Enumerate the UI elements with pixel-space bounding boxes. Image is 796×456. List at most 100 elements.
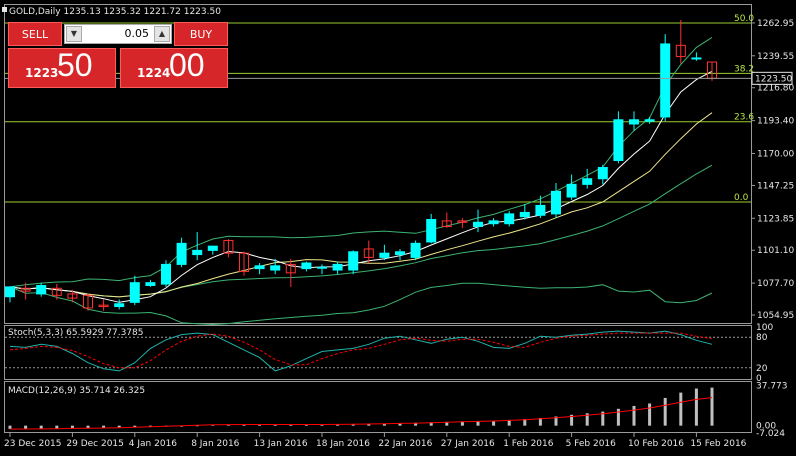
candle-body[interactable] <box>67 293 78 299</box>
macd-pane: 37.773 0.00-7.024 <box>8 381 788 439</box>
candle-body[interactable] <box>473 221 483 227</box>
candle-body[interactable] <box>519 211 530 218</box>
macd-histogram-bar <box>289 424 293 426</box>
time-tick-label: 13 Jan 2016 <box>254 439 308 449</box>
price-tick-label: 1216.80 <box>757 84 794 94</box>
buy-price-box[interactable]: 1224 00 <box>120 47 228 88</box>
price-tick-label: 1077.70 <box>757 279 794 289</box>
candle-body[interactable] <box>410 242 421 258</box>
time-tick-label: 22 Jan 2016 <box>378 439 432 449</box>
candle-body[interactable] <box>660 43 671 118</box>
price-tick-label: 1239.55 <box>757 52 794 62</box>
macd-histogram-bar <box>601 411 605 426</box>
candle-body[interactable] <box>98 304 109 308</box>
decrease-lot-icon[interactable]: ▼ <box>66 26 82 42</box>
candle-body[interactable] <box>114 303 125 308</box>
candle-body[interactable] <box>5 286 15 298</box>
time-tick-label: 1 Feb 2016 <box>503 439 554 449</box>
candle-body[interactable] <box>348 251 359 271</box>
macd-histogram-bar <box>351 424 355 426</box>
candle-body[interactable] <box>363 248 374 258</box>
sell-price-box[interactable]: 1223 50 <box>8 47 116 88</box>
time-tick-label: 23 Dec 2015 <box>4 439 62 449</box>
macd-histogram-bar <box>507 419 511 426</box>
candle-body[interactable] <box>597 167 608 180</box>
candle-body[interactable] <box>691 57 702 60</box>
candle-body[interactable] <box>176 242 187 265</box>
candle-body[interactable] <box>254 265 265 270</box>
macd-tick-label: 0.00 <box>756 422 776 432</box>
candle-body[interactable] <box>36 284 47 295</box>
candle-body[interactable] <box>192 249 203 256</box>
stoch-tick-label: 100 <box>756 323 773 333</box>
time-tick-label: 10 Feb 2016 <box>628 439 684 449</box>
buy-price-big: 00 <box>169 47 205 83</box>
time-axis: 23 Dec 2015 29 Dec 2015 4 Jan 2016 8 Jan 20… <box>4 433 747 449</box>
chart-menu-icon[interactable] <box>2 7 7 12</box>
candle-body[interactable] <box>379 252 390 258</box>
macd-histogram-bar <box>679 392 683 426</box>
bollinger-lower-line <box>9 282 713 326</box>
candle-body[interactable] <box>535 204 546 216</box>
candle-body[interactable] <box>145 282 156 286</box>
macd-histogram-bar <box>24 425 28 429</box>
candle-body[interactable] <box>441 220 452 227</box>
candle-body[interactable] <box>629 119 639 125</box>
macd-histogram-bar <box>336 424 340 426</box>
macd-title: MACD(12,26,9) 35.714 26.325 <box>8 386 145 396</box>
candle-body[interactable] <box>161 263 171 285</box>
sell-button[interactable]: SELL <box>8 22 62 46</box>
macd-histogram-bar <box>476 420 480 426</box>
price-tick-label: 1147.25 <box>757 181 794 191</box>
candle-body[interactable] <box>457 220 468 223</box>
candle-body[interactable] <box>285 263 296 274</box>
candle-body[interactable] <box>270 265 281 271</box>
macd-histogram-bar <box>304 424 308 426</box>
stoch-tick-label: 20 <box>756 364 768 374</box>
macd-histogram-bar <box>8 425 12 429</box>
candle-body[interactable] <box>644 119 655 122</box>
bollinger-middle-line <box>9 164 713 298</box>
candle-body[interactable] <box>83 294 93 309</box>
overlay-indicators <box>9 36 713 326</box>
candle-body[interactable] <box>504 213 515 225</box>
buy-price-small: 1224 <box>137 66 171 80</box>
candle-body[interactable] <box>488 220 499 225</box>
candle-body[interactable] <box>426 218 437 243</box>
buy-button[interactable]: BUY <box>174 22 228 46</box>
candle-body[interactable] <box>613 119 624 161</box>
candle-body[interactable] <box>317 266 327 269</box>
candle-body[interactable] <box>223 240 234 254</box>
candle-body[interactable] <box>582 178 593 185</box>
candle-body[interactable] <box>20 287 31 292</box>
increase-lot-icon[interactable]: ▲ <box>154 26 170 42</box>
candles <box>5 20 717 311</box>
stoch-title: Stoch(5,3,3) 65.5929 77.3785 <box>8 328 143 338</box>
candle-body[interactable] <box>332 263 343 271</box>
macd-histogram-bar <box>414 422 418 426</box>
macd-histogram-bar <box>367 423 371 426</box>
lot-size-input[interactable]: ▼ 0.05 ▲ <box>64 24 172 44</box>
macd-histogram-bar <box>585 413 589 426</box>
candle-body[interactable] <box>551 190 561 215</box>
candle-body[interactable] <box>207 245 218 251</box>
macd-histogram-bar <box>492 420 496 426</box>
time-tick-label: 4 Jan 2016 <box>129 439 177 449</box>
candle-body[interactable] <box>395 251 405 256</box>
time-tick-label: 29 Dec 2015 <box>66 439 124 449</box>
fib-level-label: 50.0 <box>734 14 754 24</box>
candle-body[interactable] <box>239 252 249 272</box>
fib-level-label: 0.0 <box>734 193 749 203</box>
candle-body[interactable] <box>301 262 312 270</box>
candle-body[interactable] <box>566 183 577 198</box>
time-tick-label: 27 Jan 2016 <box>441 439 495 449</box>
candle-body[interactable] <box>129 282 140 303</box>
price-tick-label: 1054.95 <box>757 311 794 321</box>
time-tick-label: 18 Jan 2016 <box>316 439 370 449</box>
time-tick-label: 15 Feb 2016 <box>690 439 746 449</box>
candle-body[interactable] <box>675 44 686 58</box>
price-tick-label: 1193.40 <box>757 117 794 127</box>
candle-body[interactable] <box>51 287 62 296</box>
